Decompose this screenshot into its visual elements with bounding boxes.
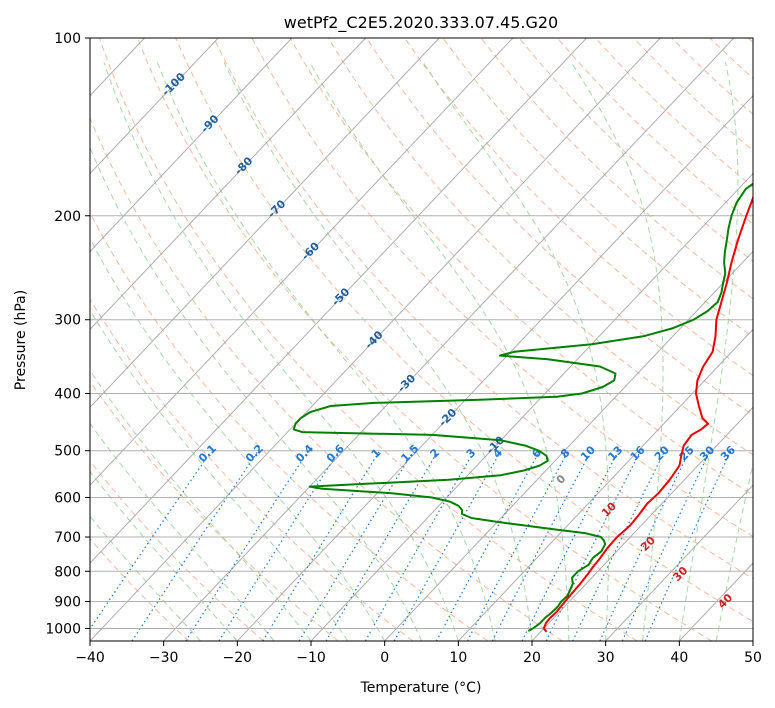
dry-adiabat bbox=[175, 38, 753, 623]
dry-adiabat bbox=[289, 38, 753, 496]
moist-adiabat bbox=[90, 237, 386, 641]
isotherm-line bbox=[310, 172, 753, 641]
dry-adiabat bbox=[213, 38, 753, 580]
moist-adiabat bbox=[715, 461, 753, 641]
dry-adiabat bbox=[90, 460, 264, 641]
mixing-ratio-line bbox=[262, 450, 381, 641]
moist-adiabat bbox=[678, 62, 739, 641]
dry-adiabat bbox=[404, 38, 753, 377]
moist-adiabat bbox=[422, 62, 610, 641]
y-tick-label: 1000 bbox=[45, 621, 81, 637]
x-tick-label: 30 bbox=[597, 650, 615, 666]
x-tick-label: 20 bbox=[523, 650, 541, 666]
y-tick-label: 400 bbox=[54, 387, 81, 403]
isotherm-line bbox=[236, 94, 753, 641]
isotherm-line bbox=[457, 328, 753, 641]
moist-adiabat bbox=[223, 62, 533, 641]
mixing-ratio-line bbox=[218, 450, 340, 641]
mixing-ratio-line bbox=[298, 450, 415, 641]
background-lines bbox=[90, 38, 753, 641]
mixing-ratio-line bbox=[435, 450, 541, 641]
moist-adiabat bbox=[570, 62, 664, 641]
isotherm-line bbox=[90, 38, 366, 331]
mixing-ratio-line bbox=[325, 450, 439, 641]
y-tick-label: 100 bbox=[54, 31, 81, 47]
moist-adiabat bbox=[103, 62, 459, 641]
x-tick-label: −40 bbox=[75, 650, 105, 666]
moist-adiabat bbox=[90, 470, 238, 641]
dry-adiabat bbox=[90, 380, 339, 641]
y-tick-label: 200 bbox=[54, 209, 81, 225]
moist-adiabat bbox=[90, 309, 349, 641]
x-tick-label: 50 bbox=[744, 650, 762, 666]
dry-adiabat bbox=[90, 116, 563, 641]
mixing-ratio-line bbox=[185, 450, 309, 641]
dry-adiabat bbox=[366, 38, 753, 416]
x-tick-label: −30 bbox=[149, 650, 179, 666]
isotherm-line bbox=[90, 38, 293, 253]
mixing-ratio-line bbox=[90, 450, 212, 630]
mixing-ratio-line bbox=[521, 450, 620, 641]
x-tick-label: −10 bbox=[296, 650, 326, 666]
dry-adiabat bbox=[90, 211, 488, 641]
isotherm-line bbox=[605, 484, 753, 641]
x-axis-label: Temperature (°C) bbox=[360, 680, 482, 696]
y-tick-label: 300 bbox=[54, 313, 81, 329]
dry-adiabat bbox=[98, 38, 638, 641]
x-tick-label: 0 bbox=[380, 650, 389, 666]
x-axis: −40 −30 −20 −10 0 10 20 30 40 50 bbox=[75, 641, 762, 666]
y-axis-label: Pressure (hPa) bbox=[13, 290, 29, 390]
sounding-series bbox=[292, 182, 753, 633]
y-tick-label: 500 bbox=[54, 444, 81, 460]
isotherm-line bbox=[90, 38, 219, 175]
mixing-ratio-line bbox=[131, 450, 259, 641]
isotherm-line bbox=[163, 38, 735, 641]
x-tick-label: 40 bbox=[670, 650, 688, 666]
moist-adiabat bbox=[90, 369, 312, 641]
dry-adiabat bbox=[137, 38, 712, 641]
plot-frame bbox=[89, 37, 754, 642]
moist-adiabat bbox=[90, 422, 275, 641]
dry-adiabat bbox=[90, 538, 190, 641]
isotherm-line bbox=[384, 250, 753, 641]
mixing-ratio-line bbox=[599, 450, 691, 641]
chart-title: wetPf2_C2E5.2020.333.07.45.G20 bbox=[284, 13, 558, 33]
isotherm-line bbox=[90, 38, 514, 486]
x-tick-label: 10 bbox=[449, 650, 467, 666]
dry-adiabat bbox=[327, 38, 753, 456]
mixing-ratio-line bbox=[572, 450, 666, 641]
mixing-ratio-line bbox=[545, 450, 642, 641]
isotherm-line bbox=[531, 406, 753, 641]
temperature-line bbox=[542, 194, 753, 633]
y-axis: 100 200 300 400 500 600 700 800 900 1000 bbox=[45, 31, 90, 637]
isotherm-line bbox=[90, 38, 661, 641]
dewpoint-line bbox=[292, 182, 753, 632]
moist-adiabat bbox=[156, 62, 496, 641]
isotherm-line bbox=[90, 38, 440, 409]
y-tick-label: 600 bbox=[54, 490, 81, 506]
pressure-gridlines bbox=[90, 38, 753, 629]
y-tick-label: 700 bbox=[54, 530, 81, 546]
y-tick-label: 800 bbox=[54, 564, 81, 580]
y-tick-label: 900 bbox=[54, 594, 81, 610]
isotherm-line bbox=[90, 38, 587, 564]
x-tick-label: −20 bbox=[223, 650, 253, 666]
